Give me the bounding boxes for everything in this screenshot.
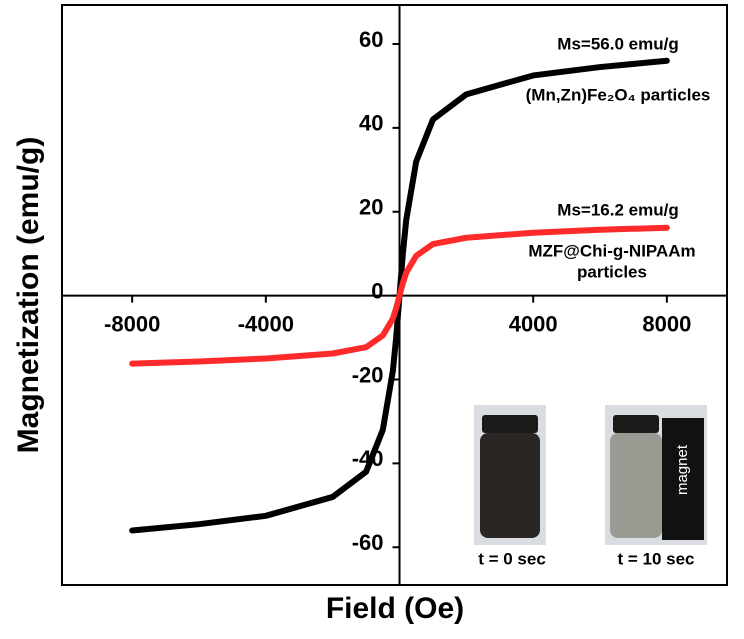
inset-photos: magnet t = 0 sec t = 10 sec [474,405,707,568]
x-tick-label: -4000 [238,311,294,336]
x-tick-label: 8000 [642,311,691,336]
annotation: (Mn,Zn)Fe₂O₄ particles [526,85,711,104]
y-axis-label: Magnetization (emu/g) [12,137,45,454]
vial-clear [610,433,662,538]
x-tick-label: -8000 [104,311,160,336]
data-line [129,224,670,367]
x-tick-label: 4000 [509,311,558,336]
y-tick-label: 0 [371,278,383,303]
x-axis-label: Field (Oe) [326,592,464,625]
y-tick-label: 20 [359,195,383,220]
vial-cap [482,415,538,433]
annotation: Ms=16.2 emu/g [557,200,678,219]
annotation: particles [577,262,647,281]
y-tick-label: -20 [352,362,384,387]
y-tick-label: 40 [359,111,383,136]
annotation: Ms=56.0 emu/g [557,34,678,53]
vial-dark [480,433,540,538]
magnet-label: magnet [674,444,691,495]
annotation: MZF@Chi-g-NIPAAm [528,241,695,260]
inset-label: t = 10 sec [617,549,694,568]
magnet-block [662,418,704,540]
y-tick-label: -60 [352,530,384,555]
vial-cap [613,415,659,433]
y-tick-label: 60 [359,27,383,52]
inset-label: t = 0 sec [478,549,546,568]
